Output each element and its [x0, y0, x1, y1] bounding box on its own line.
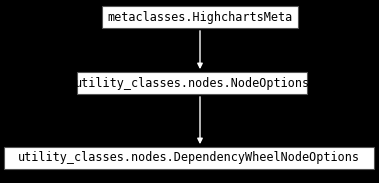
Text: metaclasses.HighchartsMeta: metaclasses.HighchartsMeta — [107, 10, 293, 23]
Text: utility_classes.nodes.NodeOptions: utility_classes.nodes.NodeOptions — [74, 76, 310, 89]
FancyBboxPatch shape — [77, 72, 307, 94]
Text: utility_classes.nodes.DependencyWheelNodeOptions: utility_classes.nodes.DependencyWheelNod… — [18, 152, 360, 165]
FancyBboxPatch shape — [4, 147, 374, 169]
FancyBboxPatch shape — [102, 6, 298, 28]
